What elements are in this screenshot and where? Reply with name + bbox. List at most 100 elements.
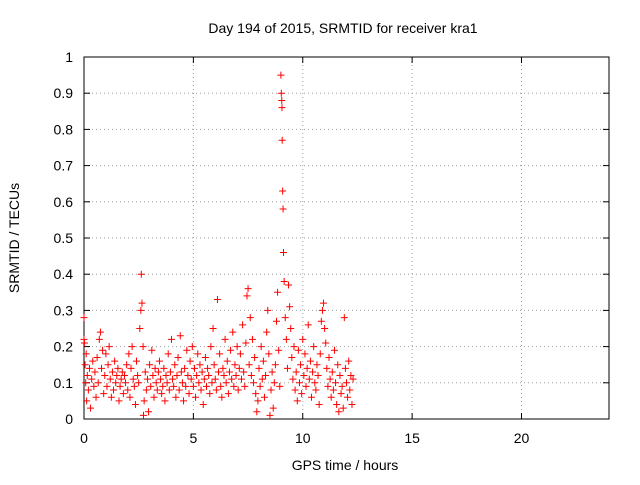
data-point bbox=[185, 390, 193, 398]
data-point bbox=[349, 375, 357, 383]
data-point bbox=[219, 364, 227, 372]
data-point bbox=[234, 386, 242, 394]
data-point bbox=[336, 372, 344, 380]
data-point bbox=[225, 368, 233, 376]
data-point bbox=[227, 346, 235, 354]
data-point bbox=[242, 339, 250, 347]
data-point bbox=[188, 343, 196, 351]
data-point bbox=[131, 401, 139, 409]
data-point bbox=[203, 382, 210, 390]
data-point bbox=[113, 372, 121, 380]
data-point bbox=[184, 372, 192, 380]
data-point bbox=[85, 364, 93, 372]
data-point bbox=[200, 375, 208, 383]
data-point bbox=[232, 372, 240, 380]
data-point bbox=[127, 364, 135, 372]
data-point bbox=[90, 382, 98, 390]
data-point bbox=[130, 382, 138, 390]
data-point bbox=[328, 368, 336, 376]
data-point bbox=[231, 361, 239, 369]
data-point bbox=[163, 379, 171, 387]
data-point bbox=[107, 393, 115, 401]
data-point bbox=[154, 368, 162, 376]
data-point bbox=[315, 401, 323, 409]
x-tick-label: 0 bbox=[80, 430, 88, 446]
data-point bbox=[197, 386, 205, 394]
data-point bbox=[153, 386, 161, 394]
data-point bbox=[280, 248, 287, 256]
data-point bbox=[320, 299, 328, 307]
data-point bbox=[278, 104, 286, 112]
data-point bbox=[340, 314, 348, 322]
data-point bbox=[333, 401, 341, 409]
data-point bbox=[93, 353, 101, 361]
data-point bbox=[164, 350, 172, 358]
data-point bbox=[117, 375, 125, 383]
data-point bbox=[229, 328, 237, 336]
data-point bbox=[278, 96, 286, 104]
data-point bbox=[172, 393, 180, 401]
data-point bbox=[83, 372, 91, 380]
data-point bbox=[266, 411, 274, 419]
data-point bbox=[205, 372, 213, 380]
data-point bbox=[82, 379, 90, 387]
data-point bbox=[89, 357, 97, 365]
data-point bbox=[217, 382, 225, 390]
data-point bbox=[201, 353, 209, 361]
data-point bbox=[128, 343, 136, 351]
data-point bbox=[344, 393, 352, 401]
data-point bbox=[102, 350, 110, 358]
data-point bbox=[302, 382, 310, 390]
x-tick-label: 15 bbox=[404, 430, 420, 446]
data-point bbox=[233, 343, 241, 351]
data-point bbox=[303, 364, 311, 372]
data-point bbox=[122, 379, 130, 387]
data-point bbox=[133, 357, 140, 365]
data-point bbox=[293, 397, 301, 405]
data-point bbox=[103, 382, 111, 390]
data-point bbox=[177, 368, 185, 376]
data-point bbox=[326, 375, 334, 383]
data-point bbox=[300, 372, 308, 380]
data-point bbox=[339, 404, 347, 412]
data-point bbox=[262, 372, 270, 380]
data-point bbox=[152, 379, 160, 387]
y-tick-label: 0.6 bbox=[54, 194, 74, 210]
data-point bbox=[308, 393, 315, 401]
data-point bbox=[335, 408, 343, 416]
data-point bbox=[220, 372, 228, 380]
y-tick-label: 0.5 bbox=[54, 230, 74, 246]
y-tick-label: 0.4 bbox=[54, 266, 74, 282]
data-point bbox=[295, 379, 303, 387]
data-point bbox=[334, 361, 342, 369]
data-point bbox=[82, 350, 90, 358]
data-point bbox=[142, 386, 150, 394]
data-point bbox=[254, 397, 262, 405]
data-point bbox=[106, 375, 114, 383]
data-point bbox=[170, 382, 178, 390]
data-point bbox=[281, 314, 289, 322]
data-point bbox=[81, 361, 89, 369]
data-point bbox=[135, 379, 143, 387]
y-tick-label: 0.7 bbox=[54, 158, 74, 174]
data-point bbox=[259, 357, 267, 365]
data-point bbox=[264, 306, 272, 314]
data-point bbox=[187, 375, 195, 383]
data-point bbox=[288, 353, 296, 361]
data-point bbox=[223, 357, 231, 365]
marker-layer bbox=[80, 71, 357, 419]
data-point bbox=[257, 343, 265, 351]
y-tick-label: 0.3 bbox=[54, 302, 74, 318]
data-point bbox=[158, 390, 166, 398]
data-point bbox=[343, 379, 350, 387]
data-point bbox=[279, 205, 287, 213]
data-point bbox=[215, 368, 223, 376]
data-point bbox=[283, 364, 291, 372]
data-point bbox=[218, 393, 226, 401]
data-point bbox=[161, 397, 169, 405]
data-point bbox=[216, 350, 224, 358]
data-point bbox=[327, 393, 335, 401]
data-point bbox=[174, 353, 182, 361]
data-point bbox=[173, 372, 181, 380]
data-point bbox=[111, 357, 119, 365]
